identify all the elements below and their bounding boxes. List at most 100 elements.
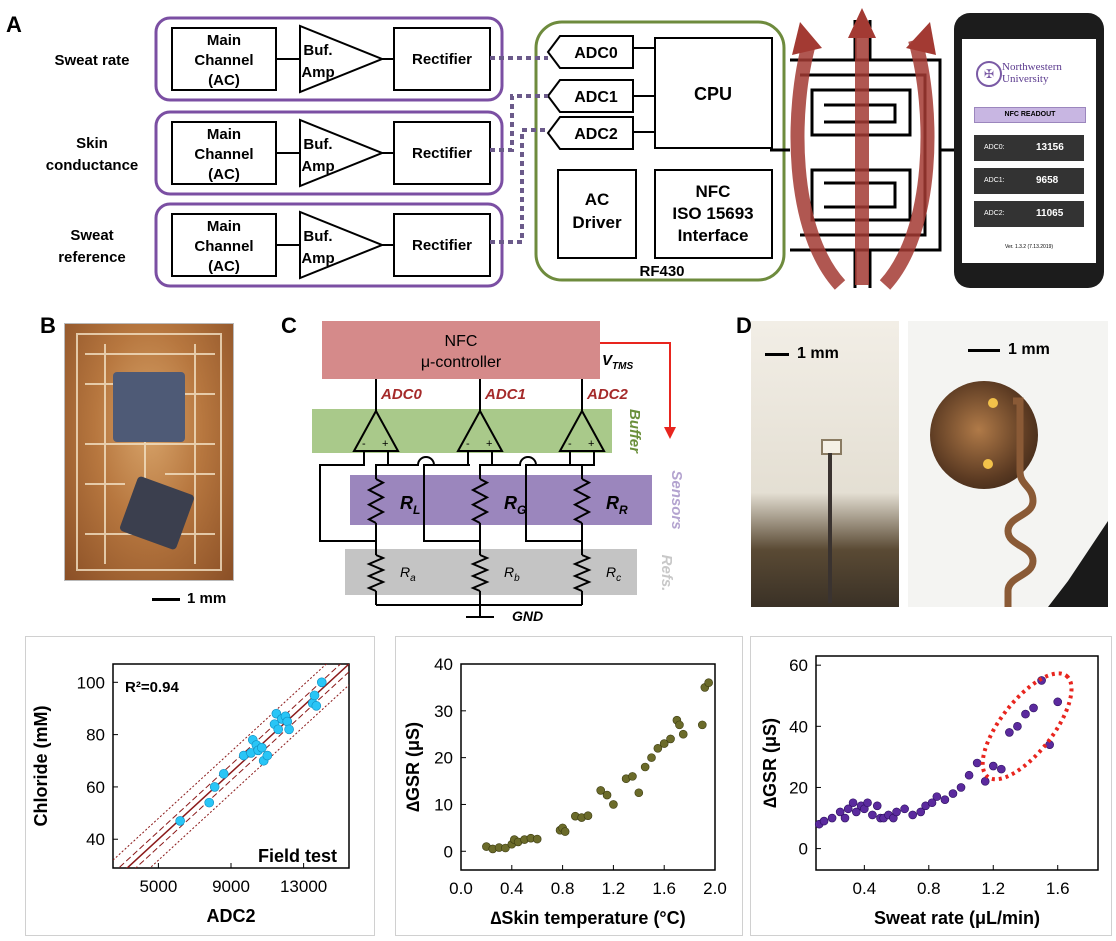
serpentine-trace — [1004, 397, 1037, 607]
row-label: Sweat rate — [54, 52, 129, 69]
nfc-line1: NFC — [696, 182, 731, 201]
chart-g: 0.4 0.8 1.2 1.6 0 20 40 60 Sweat rate (μL/min) ∆G… — [750, 636, 1112, 936]
channel-row-1 — [154, 110, 504, 196]
x-tick-label: 0.4 — [500, 879, 524, 898]
data-point — [628, 772, 637, 781]
data-point — [1053, 697, 1063, 707]
phone-reading-row: ADC1: 9658 — [974, 168, 1084, 194]
adc-label-1: ADC1 — [574, 89, 618, 106]
highlight-ellipse — [980, 671, 1074, 782]
data-point — [316, 677, 327, 688]
data-point — [900, 804, 909, 814]
field-arrows — [790, 30, 935, 290]
amp-text: Buf. — [303, 228, 332, 245]
x-tick-label: 0.8 — [551, 879, 575, 898]
c-adc-label: ADC0 — [380, 386, 422, 403]
rectifier-block — [393, 27, 491, 91]
data-point — [653, 743, 663, 753]
data-point — [1005, 728, 1014, 737]
controller-line2: μ-controller — [421, 354, 502, 371]
x-tick-label: 1.6 — [652, 879, 676, 898]
data-point — [678, 729, 688, 739]
data-point — [262, 750, 273, 761]
x-axis-label: ADC2 — [206, 906, 255, 926]
main-channel-text: (AC) — [208, 166, 240, 183]
c-adc-label: ADC2 — [586, 386, 628, 403]
data-point — [988, 761, 998, 771]
data-point — [908, 810, 917, 820]
chart-e: 5000 9000 13000 40 60 80 100 ADC2 Chloride (mM) R… — [25, 636, 375, 936]
rectifier-block — [393, 121, 491, 185]
chip-1 — [113, 372, 185, 442]
adc-label-2: ADC2 — [574, 126, 618, 143]
chip-2 — [120, 476, 194, 550]
data-point — [972, 758, 982, 768]
y-axis-label: ∆GSR (μS) — [403, 722, 423, 812]
y-tick-label: 0 — [444, 842, 453, 861]
nfc-line3: Interface — [678, 226, 749, 245]
data-point — [704, 678, 713, 688]
ref-resistor — [470, 554, 490, 592]
data-point — [892, 807, 901, 817]
x-tick-label: 1.2 — [602, 879, 626, 898]
data-point — [927, 798, 937, 808]
app-version: Ver. 1.3.2 (7.13.2019) — [1004, 244, 1054, 250]
row-label: conductance — [46, 157, 139, 174]
university-line1: Northwestern — [1002, 61, 1062, 73]
data-point — [666, 734, 675, 744]
sensor-photo-right: 1 mm — [908, 321, 1108, 607]
vtms-arrow-head — [664, 427, 676, 439]
amp-text: Amp — [301, 64, 334, 81]
data-point — [309, 690, 320, 701]
sensor-resistor-label: RG — [504, 493, 526, 517]
vtms-label: VTMS — [602, 352, 633, 372]
panel-label-a: A — [6, 12, 22, 37]
ac-driver-block — [557, 169, 637, 259]
main-channel-text: Main — [207, 126, 241, 143]
data-point — [964, 770, 974, 780]
y-tick-label: 20 — [789, 778, 808, 797]
sensor-resistor — [366, 478, 386, 524]
data-point — [863, 798, 872, 808]
panel-label-c: C — [281, 313, 297, 338]
x-tick-label: 1.6 — [1046, 879, 1070, 898]
y-tick-label: 60 — [789, 656, 808, 675]
buffer-amp-triangle — [299, 24, 385, 94]
rectifier-block — [393, 213, 491, 277]
row-label: Skin — [76, 135, 108, 152]
data-point — [827, 813, 837, 823]
data-point — [1021, 709, 1030, 719]
data-point — [868, 810, 877, 820]
sensor-photo-left: 1 mm — [751, 321, 899, 607]
cpu-block — [654, 37, 773, 149]
amp-text: Amp — [301, 158, 334, 175]
buffer-label: Buffer — [626, 409, 643, 454]
data-point — [819, 816, 829, 826]
scale-bar-d-left — [765, 353, 789, 356]
chip-label: RF430 — [639, 263, 684, 280]
op-amp-plus: + — [588, 438, 594, 450]
main-channel-text: Main — [207, 32, 241, 49]
panel-label-d: D — [736, 313, 752, 338]
gnd-label: GND — [512, 608, 543, 624]
y-tick-label: 20 — [434, 749, 453, 768]
data-point — [916, 807, 926, 817]
panel-label-b: B — [40, 313, 56, 338]
panel-a-diagram: Sweat rate Main Channel (AC) Buf. Amp Rectifie… — [46, 8, 960, 290]
refs-label: Refs. — [658, 555, 675, 592]
sensor-resistor-label: RL — [400, 493, 420, 517]
amp-text: Buf. — [303, 136, 332, 153]
panel-c-circuit: NFC μ-controller VTMS Buffer Sensors Ref… — [312, 321, 685, 624]
main-channel-text: (AC) — [208, 72, 240, 89]
sensor-resistor-label: RR — [606, 493, 628, 517]
op-amp-minus: - — [568, 438, 572, 450]
fit-line — [113, 664, 327, 861]
x-tick-label: 1.2 — [981, 879, 1005, 898]
refs-band — [345, 549, 637, 595]
buffer-amp-triangle — [299, 118, 385, 188]
cpu-label: CPU — [694, 84, 732, 104]
data-point — [583, 811, 593, 820]
x-tick-label: 0.0 — [449, 879, 473, 898]
nfc-readout-button[interactable]: NFC READOUT — [974, 107, 1086, 123]
main-channel-text: Channel — [194, 238, 253, 255]
